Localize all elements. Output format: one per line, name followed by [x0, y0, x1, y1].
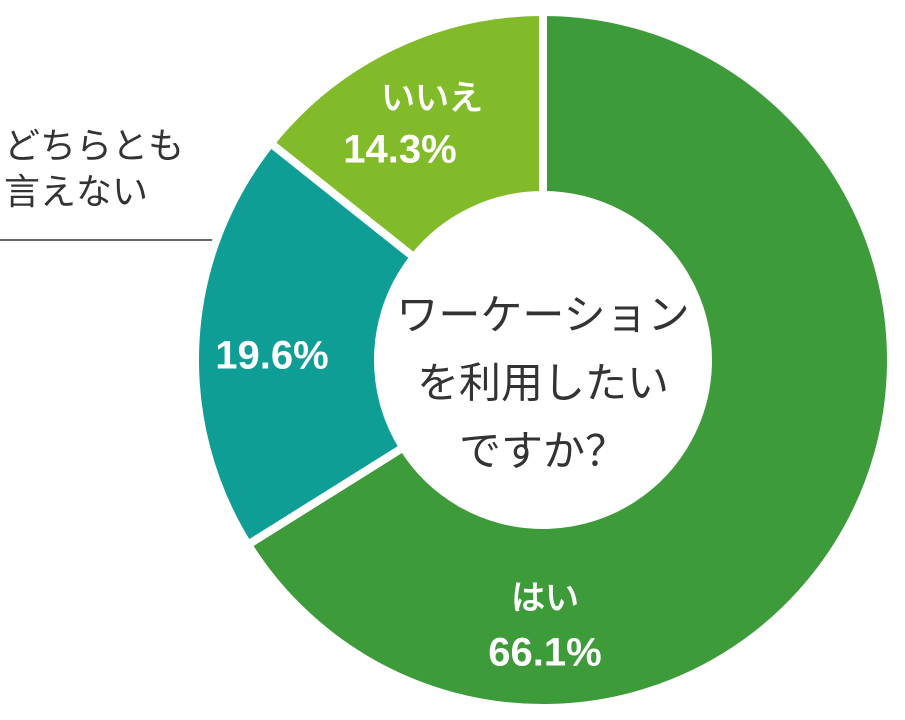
slice-label: いいえ: [381, 79, 483, 119]
value-label: 14.3%: [343, 128, 456, 172]
center-label: を利用したい: [417, 359, 669, 408]
slice-label: はい: [511, 579, 579, 619]
slice: [265, 7, 547, 263]
value-label: 19.6%: [215, 334, 328, 378]
slice: [191, 137, 420, 551]
slice: [242, 7, 895, 712]
value-label: 66.1%: [488, 631, 601, 675]
center-label: ワーケーション: [396, 291, 689, 340]
outside-label: どちらとも言えない: [4, 126, 185, 213]
center-label: ですか？: [459, 427, 627, 476]
